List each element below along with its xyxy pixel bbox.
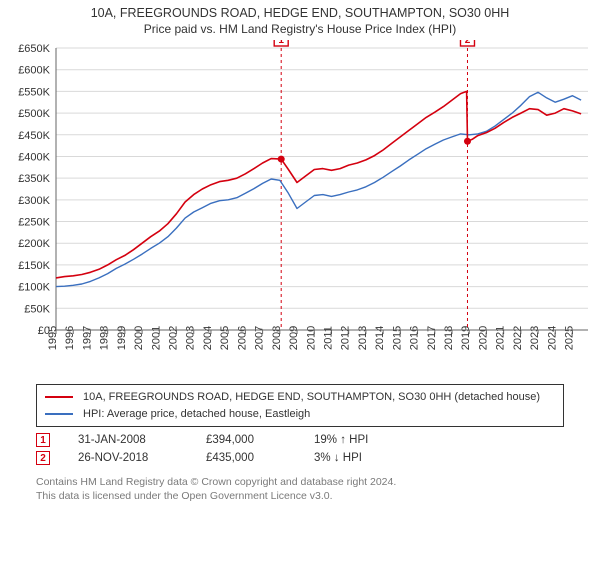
legend-row: 10A, FREEGROUNDS ROAD, HEDGE END, SOUTHA… bbox=[45, 389, 555, 406]
legend-label: HPI: Average price, detached house, East… bbox=[83, 406, 310, 423]
legend-row: HPI: Average price, detached house, East… bbox=[45, 406, 555, 423]
svg-text:2000: 2000 bbox=[133, 326, 145, 350]
svg-text:2023: 2023 bbox=[529, 326, 541, 350]
svg-text:£300K: £300K bbox=[18, 195, 50, 207]
svg-text:1997: 1997 bbox=[81, 326, 93, 350]
svg-text:2002: 2002 bbox=[168, 326, 180, 350]
svg-text:£450K: £450K bbox=[18, 130, 50, 142]
footnote: Contains HM Land Registry data © Crown c… bbox=[36, 475, 564, 503]
svg-text:2009: 2009 bbox=[288, 326, 300, 350]
svg-text:£550K: £550K bbox=[18, 86, 50, 98]
transaction-marker: 1 bbox=[36, 433, 50, 447]
svg-text:2017: 2017 bbox=[426, 326, 438, 350]
svg-text:2006: 2006 bbox=[236, 326, 248, 350]
transaction-row: 2 26-NOV-2018 £435,000 3% ↓ HPI bbox=[36, 451, 564, 465]
svg-text:£150K: £150K bbox=[18, 260, 50, 272]
svg-text:2020: 2020 bbox=[477, 326, 489, 350]
transaction-price: £435,000 bbox=[206, 452, 286, 464]
transaction-marker: 2 bbox=[36, 451, 50, 465]
svg-text:2012: 2012 bbox=[340, 326, 352, 350]
line-chart: £0£50K£100K£150K£200K£250K£300K£350K£400… bbox=[0, 40, 600, 380]
svg-text:2016: 2016 bbox=[409, 326, 421, 350]
transaction-list: 1 31-JAN-2008 £394,000 19% ↑ HPI 2 26-NO… bbox=[36, 433, 564, 465]
svg-text:£200K: £200K bbox=[18, 238, 50, 250]
svg-text:1996: 1996 bbox=[64, 326, 76, 350]
svg-text:£500K: £500K bbox=[18, 108, 50, 120]
svg-text:£50K: £50K bbox=[24, 303, 50, 315]
svg-text:2013: 2013 bbox=[357, 326, 369, 350]
page-title: 10A, FREEGROUNDS ROAD, HEDGE END, SOUTHA… bbox=[0, 6, 600, 20]
transaction-price: £394,000 bbox=[206, 434, 286, 446]
svg-text:£650K: £650K bbox=[18, 43, 50, 55]
svg-text:2025: 2025 bbox=[564, 326, 576, 350]
page-subtitle: Price paid vs. HM Land Registry's House … bbox=[0, 22, 600, 36]
svg-text:1999: 1999 bbox=[116, 326, 128, 350]
footnote-line: This data is licensed under the Open Gov… bbox=[36, 489, 564, 503]
transaction-delta: 19% ↑ HPI bbox=[314, 434, 404, 446]
legend-label: 10A, FREEGROUNDS ROAD, HEDGE END, SOUTHA… bbox=[83, 389, 540, 406]
svg-text:£400K: £400K bbox=[18, 151, 50, 163]
svg-text:2015: 2015 bbox=[391, 326, 403, 350]
svg-text:2003: 2003 bbox=[185, 326, 197, 350]
svg-text:£100K: £100K bbox=[18, 282, 50, 294]
footnote-line: Contains HM Land Registry data © Crown c… bbox=[36, 475, 564, 489]
svg-text:2007: 2007 bbox=[254, 326, 266, 350]
svg-text:2008: 2008 bbox=[271, 326, 283, 350]
svg-text:2001: 2001 bbox=[150, 326, 162, 350]
transaction-date: 26-NOV-2018 bbox=[78, 452, 178, 464]
legend-swatch bbox=[45, 413, 73, 415]
transaction-delta: 3% ↓ HPI bbox=[314, 452, 404, 464]
svg-text:2021: 2021 bbox=[495, 326, 507, 350]
svg-text:£350K: £350K bbox=[18, 173, 50, 185]
svg-text:1995: 1995 bbox=[47, 326, 59, 350]
transaction-date: 31-JAN-2008 bbox=[78, 434, 178, 446]
svg-text:2004: 2004 bbox=[202, 326, 214, 350]
svg-text:£600K: £600K bbox=[18, 65, 50, 77]
legend: 10A, FREEGROUNDS ROAD, HEDGE END, SOUTHA… bbox=[36, 384, 564, 427]
legend-swatch bbox=[45, 396, 73, 398]
svg-text:2024: 2024 bbox=[546, 326, 558, 350]
chart-container: £0£50K£100K£150K£200K£250K£300K£350K£400… bbox=[0, 40, 600, 380]
svg-text:1998: 1998 bbox=[99, 326, 111, 350]
svg-text:2005: 2005 bbox=[219, 326, 231, 350]
svg-text:2010: 2010 bbox=[305, 326, 317, 350]
svg-text:1: 1 bbox=[278, 40, 284, 46]
svg-text:2018: 2018 bbox=[443, 326, 455, 350]
svg-text:2019: 2019 bbox=[460, 326, 472, 350]
svg-text:2022: 2022 bbox=[512, 326, 524, 350]
transaction-row: 1 31-JAN-2008 £394,000 19% ↑ HPI bbox=[36, 433, 564, 447]
svg-text:£250K: £250K bbox=[18, 217, 50, 229]
svg-text:2014: 2014 bbox=[374, 326, 386, 350]
svg-text:2: 2 bbox=[465, 40, 471, 46]
